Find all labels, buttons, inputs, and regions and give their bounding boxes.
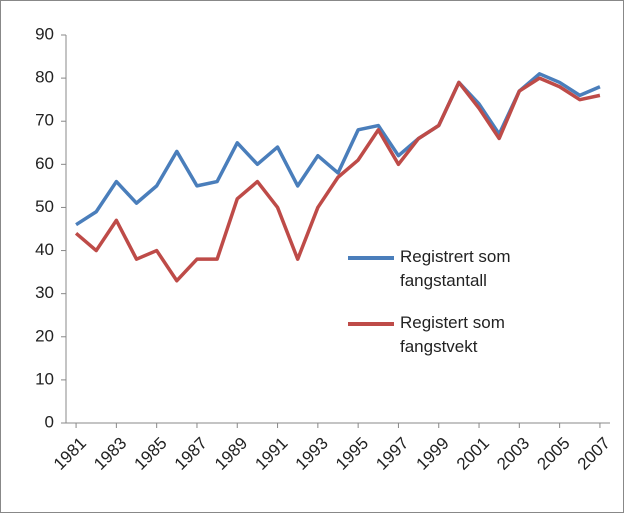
legend-item: Registert som fangstvekt <box>348 311 518 359</box>
legend-label: Registert som fangstvekt <box>400 313 505 356</box>
y-tick-label: 70 <box>35 111 54 130</box>
series-line <box>74 76 601 283</box>
legend-item: Registrert som fangstantall <box>348 245 518 293</box>
y-tick-label: 90 <box>35 24 54 43</box>
legend-swatch <box>348 322 394 326</box>
legend-label: Registrert som fangstantall <box>400 247 511 290</box>
y-tick-label: 30 <box>35 283 54 302</box>
y-tick-label: 40 <box>35 240 54 259</box>
legend-swatch <box>348 256 394 260</box>
y-tick-label: 10 <box>35 369 54 388</box>
y-tick-label: 0 <box>45 412 54 431</box>
y-tick-label: 80 <box>35 68 54 87</box>
y-tick-label: 20 <box>35 326 54 345</box>
y-tick-label: 60 <box>35 154 54 173</box>
y-tick-label: 50 <box>35 197 54 216</box>
legend: Registrert som fangstantall Registert som… <box>348 245 518 377</box>
